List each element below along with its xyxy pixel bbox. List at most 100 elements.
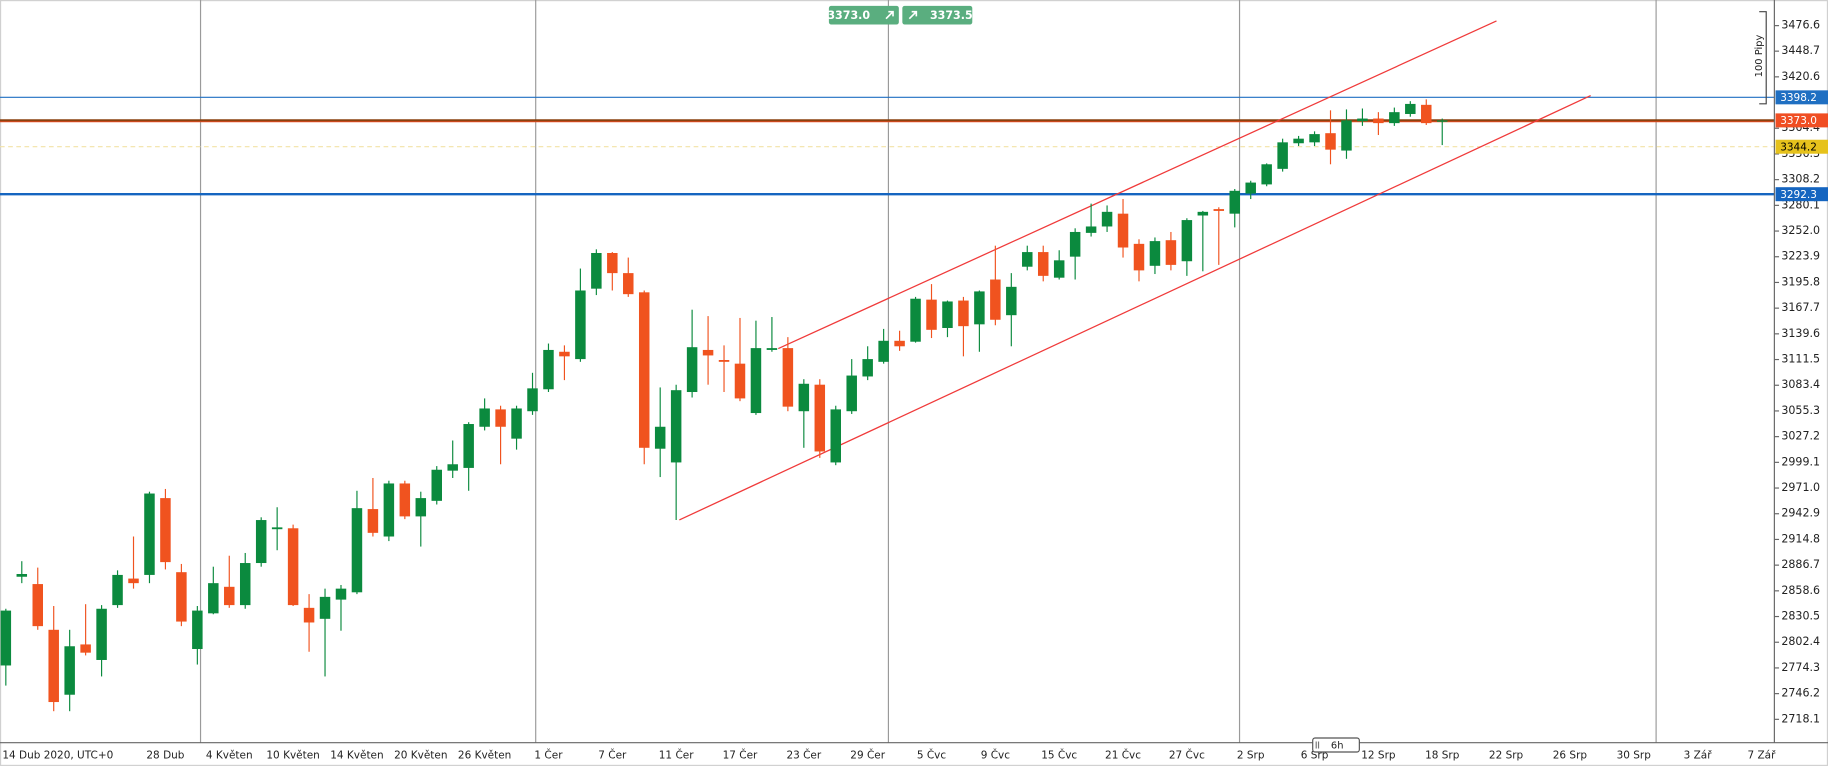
- candle-body: [511, 408, 522, 439]
- y-tick-label: 3280.1: [1781, 198, 1820, 211]
- x-tick-label: 3 Zář: [1684, 749, 1713, 761]
- candle-body: [1022, 252, 1033, 267]
- level-badge-label: 3398.2: [1780, 92, 1817, 104]
- y-tick-label: 3083.4: [1781, 378, 1820, 391]
- x-tick-label: 9 Čvc: [981, 748, 1011, 761]
- x-tick-label: 14 Dub 2020, UTC+0: [2, 749, 113, 761]
- candle-body: [766, 348, 778, 350]
- candle-body: [686, 347, 698, 393]
- level-layer: [0, 96, 1775, 196]
- candle-body: [798, 383, 810, 412]
- x-tick-label: 26 Květen: [458, 749, 511, 761]
- candle-body: [527, 388, 538, 412]
- x-tick-label: 27 Čvc: [1169, 748, 1205, 761]
- candle-body: [495, 409, 506, 427]
- candle-body: [1133, 243, 1145, 271]
- candle-body: [1181, 220, 1193, 262]
- candle-body: [1373, 118, 1384, 124]
- candle-body: [575, 290, 586, 360]
- level-badge: [1775, 139, 1828, 154]
- candle-body: [1389, 112, 1400, 124]
- candle-body: [1213, 209, 1225, 211]
- candle-body: [0, 610, 12, 666]
- candle-body: [1357, 118, 1368, 122]
- candle-body: [479, 408, 490, 427]
- x-tick-label: 1 Čer: [534, 748, 563, 761]
- candle-body: [64, 646, 75, 695]
- candle-body: [287, 528, 299, 606]
- candle-body: [750, 348, 762, 414]
- y-tick-label: 3167.7: [1781, 301, 1820, 314]
- y-tick-label: 3027.2: [1781, 430, 1820, 443]
- candle-body: [910, 298, 921, 342]
- candle-body: [1069, 231, 1081, 257]
- bid-box[interactable]: [828, 5, 899, 25]
- candle-body: [399, 483, 411, 517]
- candle-body: [958, 300, 969, 327]
- y-tick-label: 3448.7: [1781, 44, 1820, 57]
- candle-body: [271, 527, 283, 530]
- candle-body: [623, 273, 634, 295]
- candle-body: [1277, 142, 1288, 169]
- candle-body: [463, 424, 474, 468]
- bid-arrow: [885, 10, 894, 20]
- y-tick-label: 2774.3: [1781, 661, 1820, 674]
- candle-body: [144, 493, 155, 575]
- y-tick-label: 3420.6: [1781, 70, 1820, 83]
- x-tick-label: 30 Srp: [1617, 749, 1652, 761]
- candle-body: [351, 508, 363, 593]
- trendline: [778, 20, 1497, 350]
- candle-body: [1006, 286, 1017, 316]
- candle-body: [814, 384, 826, 452]
- x-tick-label: 28 Dub: [146, 749, 184, 761]
- candle-body: [718, 360, 730, 362]
- candle-body: [990, 279, 1001, 320]
- pips-bracket: [1759, 11, 1767, 105]
- candle-body: [1229, 190, 1240, 214]
- badge-layer: 3398.2 3373.0 3344.2 3292.3: [1775, 90, 1828, 202]
- y-tick-label: 2802.4: [1781, 635, 1820, 648]
- candle-body: [926, 299, 937, 330]
- x-tick-label: 21 Čvc: [1105, 748, 1141, 761]
- candle-body: [1037, 252, 1049, 276]
- candle-body: [319, 596, 331, 619]
- timeframe-button[interactable]: [1312, 737, 1360, 753]
- candle-body: [543, 349, 554, 390]
- pips-label: 100 Pipy: [1754, 35, 1765, 78]
- x-tick-label: 12 Srp: [1361, 749, 1396, 761]
- y-tick-label: 3139.6: [1781, 327, 1820, 340]
- candle-body: [702, 349, 714, 356]
- ask-price: 3373.5: [930, 9, 973, 22]
- candle-body: [1436, 120, 1448, 122]
- x-tick-label: 11 Čer: [659, 748, 694, 761]
- x-tick-label: 18 Srp: [1425, 749, 1460, 761]
- candle-body: [208, 583, 219, 614]
- x-tick-label: 17 Čer: [723, 748, 758, 761]
- x-tick-label: 7 Zář: [1747, 749, 1776, 761]
- x-tick-label: 5 Čvc: [917, 748, 947, 761]
- y-tick-label: 3223.9: [1781, 250, 1820, 263]
- level-badge: [1775, 90, 1828, 105]
- y-tick-label: 3111.5: [1781, 353, 1820, 366]
- candle-body: [1421, 104, 1432, 124]
- y-tick-label: 2830.5: [1781, 610, 1820, 623]
- candle-body: [974, 291, 985, 325]
- candle-body: [1085, 226, 1097, 233]
- candle-body: [830, 409, 841, 463]
- candle-body: [447, 464, 458, 471]
- y-tick-label: 3476.6: [1781, 19, 1820, 32]
- candle-body: [16, 574, 28, 577]
- x-tick-label: 22 Srp: [1489, 749, 1524, 761]
- y-tick-label: 2858.6: [1781, 584, 1820, 597]
- candle-body: [415, 498, 427, 517]
- x-tick-label: 7 Čer: [598, 748, 627, 761]
- y-tick-label: 3308.2: [1781, 173, 1820, 186]
- ask-box[interactable]: [902, 5, 973, 25]
- candle-body: [1149, 241, 1161, 266]
- candle-layer: [0, 99, 1448, 712]
- candle-body: [112, 574, 123, 606]
- y-tick-label: 3055.3: [1781, 404, 1820, 417]
- candle-body: [1341, 120, 1352, 151]
